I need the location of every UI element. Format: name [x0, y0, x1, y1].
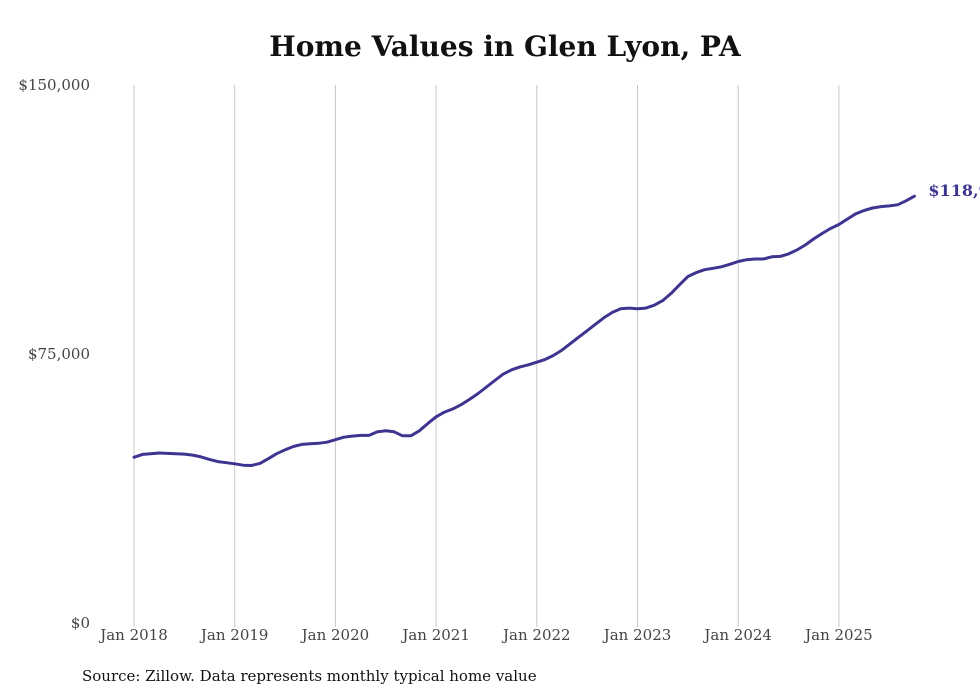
y-axis-ticks: $0 $75,000 $150,000 — [18, 76, 90, 632]
y-tick-label: $150,000 — [18, 76, 90, 94]
x-tick-label: Jan 2021 — [400, 626, 470, 644]
x-tick-label: Jan 2018 — [98, 626, 168, 644]
home-value-line — [132, 194, 916, 467]
source-note: Source: Zillow. Data represents monthly … — [82, 667, 537, 685]
chart-title: Home Values in Glen Lyon, PA — [269, 30, 741, 63]
y-tick-label: $0 — [71, 614, 90, 632]
x-tick-label: Jan 2023 — [602, 626, 672, 644]
x-tick-label: Jan 2024 — [702, 626, 772, 644]
x-tick-label: Jan 2019 — [199, 626, 269, 644]
x-tick-label: Jan 2025 — [803, 626, 873, 644]
x-tick-label: Jan 2020 — [300, 626, 370, 644]
y-tick-label: $75,000 — [28, 345, 90, 363]
x-axis-ticks: Jan 2018 Jan 2019 Jan 2020 Jan 2021 Jan 2022… — [98, 626, 872, 644]
series-layer: $118,988 — [132, 181, 980, 467]
end-value-label: $118,988 — [928, 181, 980, 200]
x-tick-label: Jan 2022 — [501, 626, 571, 644]
vertical-gridlines — [133, 85, 840, 627]
